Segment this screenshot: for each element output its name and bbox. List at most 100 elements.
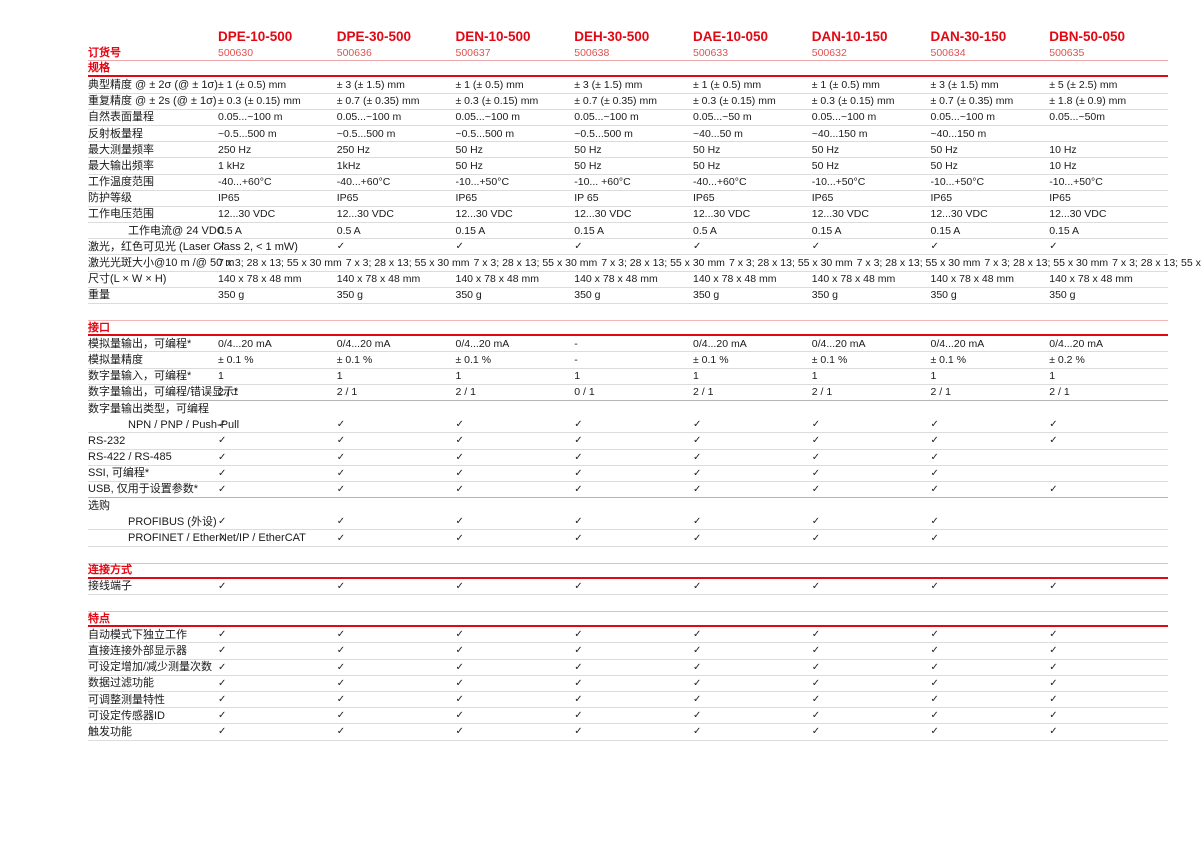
cell: ✓: [693, 643, 812, 658]
check-icon: ✓: [811, 726, 821, 738]
check-icon: ✓: [574, 435, 583, 447]
cell-value: ~0.5...500 m: [218, 127, 277, 140]
cell: ✓: [456, 417, 575, 432]
cell: ✓: [218, 433, 337, 448]
check-icon: ✓: [1049, 710, 1058, 722]
check-icon: ✓: [1049, 661, 1058, 673]
row-label: 重量: [88, 289, 110, 302]
check-icon: ✓: [218, 516, 227, 528]
check-icon: ✓: [574, 516, 583, 528]
cell-value: 2 / 1: [930, 386, 951, 399]
check-icon: ✓: [218, 645, 227, 657]
check-icon: ✓: [455, 483, 464, 495]
cell: ✓: [337, 514, 456, 529]
cell-value: ± 0.7 (± 0.35) mm: [336, 95, 420, 108]
cell: ✓: [456, 514, 575, 529]
cell-value: ± 3 (± 1.5) mm: [574, 78, 643, 91]
cell: ✓: [456, 676, 575, 691]
cell-value: IP65: [336, 192, 359, 205]
check-icon: ✓: [693, 467, 702, 479]
check-icon: ✓: [811, 532, 821, 544]
order-number-2: 500637: [455, 46, 491, 59]
cell-value: ± 0.3 (± 0.15) mm: [811, 95, 895, 108]
check-icon: ✓: [455, 726, 464, 738]
cell: ✓: [812, 724, 931, 739]
cell: ✓: [812, 627, 931, 642]
cell-value: 350 g: [693, 289, 720, 302]
check-icon: ✓: [811, 516, 821, 528]
cell: ✓: [456, 450, 575, 465]
cell-value: 1: [574, 370, 581, 383]
cell-value: 0.05...~100 m: [930, 111, 996, 124]
check-icon: ✓: [218, 694, 227, 706]
cell: ✓: [574, 514, 693, 529]
cell: ✓: [456, 482, 575, 497]
model-name-0: DPE-10-500: [218, 29, 293, 44]
cell: ✓: [931, 692, 1050, 707]
check-icon: ✓: [1049, 629, 1058, 641]
cell: ✓: [456, 239, 575, 254]
cell: ✓: [218, 724, 337, 739]
row-label: 可调整测量特性: [88, 693, 165, 706]
check-icon: ✓: [930, 645, 939, 657]
cell: ✓: [218, 531, 337, 546]
cell-value: 350 g: [930, 289, 957, 302]
cell-value: -10... +60°C: [574, 176, 631, 189]
cell: ✓: [218, 450, 337, 465]
cell-value: IP65: [811, 192, 834, 205]
cell-value: 1: [455, 370, 462, 383]
cell: ✓: [456, 627, 575, 642]
cell-value: 50 Hz: [455, 143, 483, 156]
cell: ✓: [456, 660, 575, 675]
cell: ✓: [574, 643, 693, 658]
cell-value: 7 x 3; 28 x 13; 55 x 30 mm: [601, 257, 725, 270]
cell-value: ± 1.8 (± 0.9) mm: [1049, 95, 1127, 108]
cell-value: ~0.5...500 m: [336, 127, 396, 140]
check-icon: ✓: [1049, 419, 1058, 431]
check-icon: ✓: [336, 516, 346, 528]
cell: ✓: [693, 660, 812, 675]
cell-value: ± 0.1 %: [811, 353, 848, 366]
cell: ✓: [931, 660, 1050, 675]
cell: ✓: [218, 660, 337, 675]
cell-value: 140 x 78 x 48 mm: [218, 273, 302, 286]
row-label: 工作电流@ 24 VDC: [128, 224, 225, 237]
row-label: 工作温度范围: [88, 176, 154, 189]
cell-value: 1: [1049, 370, 1056, 383]
cell-value: 12...30 VDC: [336, 208, 394, 221]
table-row: PROFIBUS (外设) ✓ ✓ ✓ ✓ ✓ ✓ ✓: [88, 514, 1168, 531]
check-icon: ✓: [930, 694, 939, 706]
cell-value: 7 x 3; 28 x 13; 55 x 30 mm: [473, 257, 598, 270]
check-icon: ✓: [455, 419, 464, 431]
section-title-label: 特点: [88, 612, 110, 625]
row-label: 最大测量频率: [88, 143, 154, 156]
check-icon: ✓: [574, 726, 583, 738]
check-icon: ✓: [811, 435, 821, 447]
check-icon: ✓: [693, 516, 702, 528]
cell-value: 140 x 78 x 48 mm: [1049, 273, 1133, 286]
cell: ✓: [218, 514, 337, 529]
cell-value: 2 / 1: [218, 386, 239, 399]
cell: ✓: [456, 692, 575, 707]
cell-value: 0.05...~100 m: [218, 111, 283, 124]
check-icon: ✓: [218, 580, 227, 592]
cell-value: 2 / 1: [693, 386, 714, 399]
order-number-5: 500632: [811, 46, 847, 59]
cell: ✓: [812, 450, 931, 465]
cell: ✓: [218, 676, 337, 691]
cell-value: 0/4...20 mA: [455, 337, 510, 350]
check-icon: ✓: [693, 483, 702, 495]
check-icon: ✓: [930, 532, 939, 544]
check-icon: ✓: [336, 241, 346, 253]
cell: ✓: [693, 417, 812, 432]
section-title-label: 连接方式: [88, 564, 132, 577]
check-icon: ✓: [218, 710, 227, 722]
check-icon: ✓: [1049, 580, 1058, 592]
cell: ✓: [337, 708, 456, 723]
cell-value: 250 Hz: [218, 143, 252, 156]
cell-value: 0/4...20 mA: [930, 337, 985, 350]
cell: ✓: [812, 531, 931, 546]
cell-value: 50 Hz: [693, 159, 721, 172]
cell: ✓: [693, 531, 812, 546]
